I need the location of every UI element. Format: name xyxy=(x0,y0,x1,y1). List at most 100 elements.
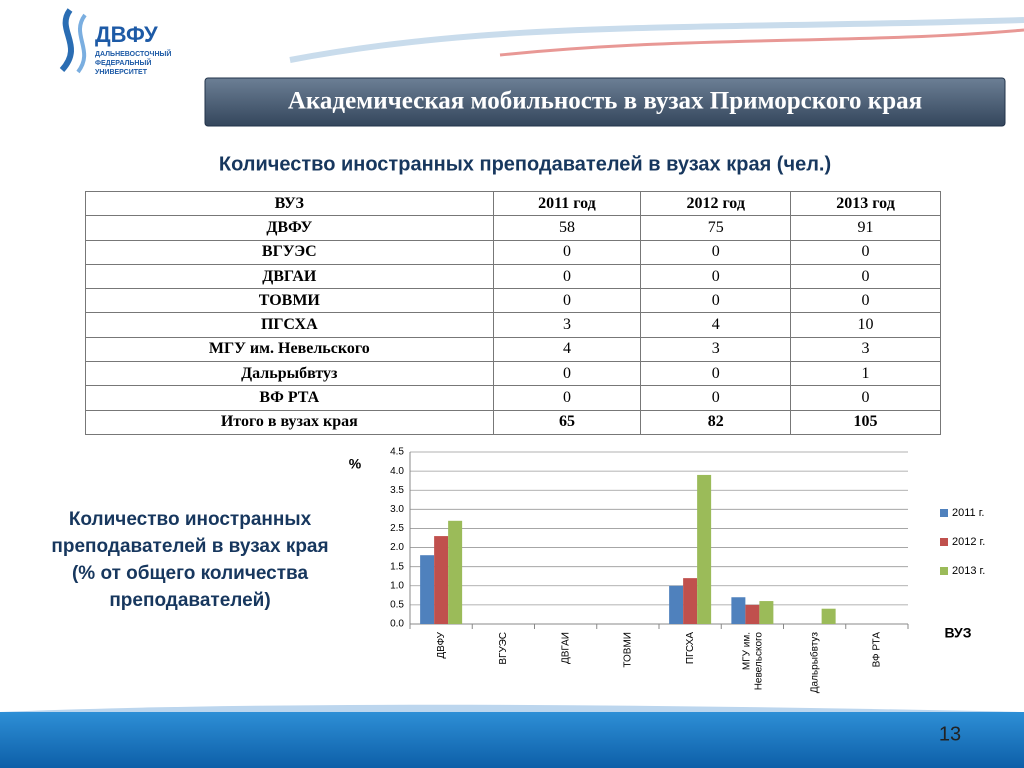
table-row: ДВГАИ 0 0 0 xyxy=(85,263,941,290)
table-cell: 58 xyxy=(492,215,642,241)
table-cell: 0 xyxy=(492,385,642,411)
table-cell: МГУ им. Невельского xyxy=(85,336,494,363)
x-tick-label: ДВГАИ xyxy=(560,632,571,664)
x-tick-label: ТОВМИ xyxy=(623,632,634,668)
y-axis-label: % xyxy=(349,456,362,472)
table-row: ВУЗ 2011 год 2012 год 2013 год xyxy=(85,190,941,217)
y-tick-label: 2.5 xyxy=(390,523,404,534)
table-row: Дальрыбвтуз 0 0 1 xyxy=(85,361,941,387)
table-cell: 0 xyxy=(790,239,941,265)
table-cell: 0 xyxy=(492,239,642,265)
table-cell: 0 xyxy=(640,385,792,411)
bar xyxy=(697,474,712,624)
table-cell: 2013 год xyxy=(790,190,941,217)
table-cell: 0 xyxy=(790,263,941,290)
table-cell: 75 xyxy=(640,215,792,241)
table-cell: ВУЗ xyxy=(85,190,494,217)
table-row: ВГУЭС 0 0 0 xyxy=(85,239,941,265)
bar xyxy=(683,578,698,624)
legend-label: 2011 г. xyxy=(952,507,984,519)
bar xyxy=(420,555,435,624)
side-text: преподавателей в вузах края xyxy=(51,536,328,557)
table-cell: ВФ РТА xyxy=(85,385,494,411)
table-row: ПГСХА 3 4 10 xyxy=(85,312,941,338)
side-text: Количество иностранных xyxy=(69,509,312,530)
x-tick-label: ВГУЭС xyxy=(498,632,509,665)
table-cell: 4 xyxy=(492,336,642,363)
legend-swatch xyxy=(940,538,948,546)
y-tick-label: 2.0 xyxy=(390,542,404,553)
table-cell: 0 xyxy=(492,263,642,290)
x-tick-label: ДВФУ xyxy=(436,631,447,658)
table-cell: 3 xyxy=(492,312,642,338)
table-cell: 0 xyxy=(640,361,792,387)
bar xyxy=(759,601,774,624)
table-cell: ДВФУ xyxy=(85,215,494,241)
table-cell: 91 xyxy=(790,215,941,241)
y-tick-label: 0.5 xyxy=(390,600,404,611)
y-tick-label: 0.0 xyxy=(390,619,404,630)
bar xyxy=(669,585,684,624)
table-row: ВФ РТА 0 0 0 xyxy=(85,385,941,411)
table-row: МГУ им. Невельского 4 3 3 xyxy=(85,336,941,363)
table-cell: 3 xyxy=(790,336,941,363)
x-tick-label: ПГСХА xyxy=(685,632,696,664)
y-tick-label: 4.5 xyxy=(390,447,404,458)
table-cell: ПГСХА xyxy=(85,312,494,338)
bar xyxy=(821,608,836,624)
table-row: ТОВМИ 0 0 0 xyxy=(85,288,941,314)
x-tick-label: Дальрыбвтуз xyxy=(808,632,820,694)
x-tick-label: МГУ им.Невельского xyxy=(741,632,764,691)
x-axis-label: ВУЗ xyxy=(944,625,971,641)
table-cell: ТОВМИ xyxy=(85,288,494,314)
logo-line: УНИВЕРСИТЕТ xyxy=(95,69,148,76)
table-cell: ВГУЭС xyxy=(85,239,494,265)
page-number: 13 xyxy=(939,723,961,745)
table-cell: 2011 год xyxy=(492,190,642,217)
side-text: (% от общего количества xyxy=(72,563,308,584)
table-cell: 0 xyxy=(790,288,941,314)
bar xyxy=(434,536,449,624)
bar xyxy=(745,604,760,624)
table-cell: 65 xyxy=(492,409,642,435)
table-row: Итого в вузах края 65 82 105 xyxy=(85,409,941,435)
table-cell: 0 xyxy=(492,361,642,387)
y-tick-label: 1.0 xyxy=(390,580,404,591)
subtitle: Количество иностранных преподавателей в … xyxy=(219,153,831,175)
table-cell: Дальрыбвтуз xyxy=(85,361,494,387)
table-cell: 0 xyxy=(640,288,792,314)
table-cell: 0 xyxy=(790,385,941,411)
bar xyxy=(731,597,746,624)
logo-abbr: ДВФУ xyxy=(95,22,158,47)
table-cell: 1 xyxy=(790,361,941,387)
title: Академическая мобильность в вузах Примор… xyxy=(288,88,922,115)
y-tick-label: 4.0 xyxy=(390,466,404,477)
logo-line: ФЕДЕРАЛЬНЫЙ xyxy=(95,58,151,67)
table-cell: 3 xyxy=(640,336,792,363)
table-cell: 0 xyxy=(640,263,792,290)
table-cell: 105 xyxy=(790,409,941,435)
y-tick-label: 3.0 xyxy=(390,504,404,515)
x-tick-label: ВФ РТА xyxy=(872,632,883,668)
y-tick-label: 3.5 xyxy=(390,485,404,496)
legend-label: 2013 г. xyxy=(952,565,985,577)
bar xyxy=(448,520,463,624)
table-cell: Итого в вузах края xyxy=(85,409,494,435)
table-cell: ДВГАИ xyxy=(85,263,494,290)
table-cell: 10 xyxy=(790,312,941,338)
legend-swatch xyxy=(940,509,948,517)
table-cell: 4 xyxy=(640,312,792,338)
table-row: ДВФУ 58 75 91 xyxy=(85,215,941,241)
table-cell: 0 xyxy=(492,288,642,314)
table-cell: 82 xyxy=(640,409,792,435)
logo-line: ДАЛЬНЕВОСТОЧНЫЙ xyxy=(95,49,171,58)
y-tick-label: 1.5 xyxy=(390,561,404,572)
side-text: преподавателей) xyxy=(109,590,270,611)
table-cell: 2012 год xyxy=(640,190,792,217)
data-table: ВУЗ 2011 год 2012 год 2013 год ДВФУ 58 75 91 ВГУ… xyxy=(85,190,941,435)
legend-swatch xyxy=(940,567,948,575)
legend-label: 2012 г. xyxy=(952,536,985,548)
